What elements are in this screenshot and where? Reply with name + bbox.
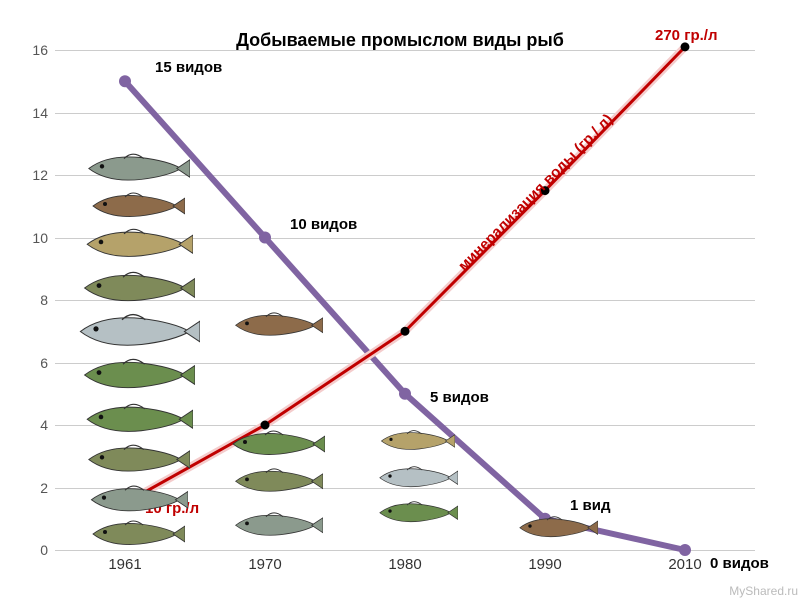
species-label-4: 0 видов — [710, 555, 769, 572]
fish-icon — [70, 312, 200, 351]
fish-icon — [228, 467, 323, 496]
fish-icon — [80, 443, 190, 476]
mineralization-end-label: 270 гр./л — [655, 27, 717, 44]
fish-icon — [85, 519, 185, 549]
fish-icon — [85, 191, 185, 221]
fish-icon — [513, 515, 598, 541]
fish-icon — [78, 402, 193, 437]
species-label-3: 1 вид — [570, 497, 610, 514]
fish-icon — [225, 429, 325, 459]
species-label-1: 10 видов — [290, 216, 357, 233]
fish-icon — [228, 311, 323, 340]
fish-icon — [75, 270, 195, 306]
fish-icon — [373, 500, 458, 526]
watermark: MyShared.ru — [729, 584, 798, 598]
fish-icon — [228, 511, 323, 540]
fish-icon — [375, 429, 455, 453]
fish-icon — [75, 357, 195, 393]
species-label-2: 5 видов — [430, 389, 489, 406]
fish-icon — [78, 227, 193, 262]
fish-icon — [373, 465, 458, 491]
fish-icon — [83, 484, 188, 516]
fish-icon — [80, 152, 190, 185]
species-label-0: 15 видов — [155, 59, 222, 76]
